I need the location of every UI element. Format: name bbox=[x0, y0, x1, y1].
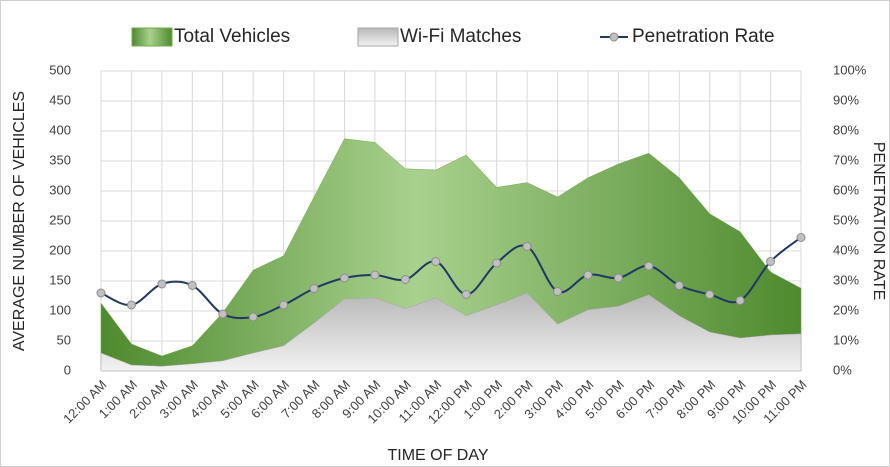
legend-swatch bbox=[131, 27, 173, 47]
point bbox=[157, 279, 167, 289]
point bbox=[796, 233, 806, 242]
y-tick-label: 0 bbox=[64, 362, 71, 377]
legend-label: Wi-Fi Matches bbox=[400, 26, 521, 47]
point bbox=[735, 296, 745, 305]
legend-swatch bbox=[357, 27, 399, 47]
y2-tick-label: 40% bbox=[833, 242, 859, 257]
y-tick-label: 500 bbox=[49, 62, 71, 77]
point bbox=[279, 300, 289, 310]
y-tick-label: 350 bbox=[49, 152, 71, 167]
y-tick-label: 250 bbox=[49, 212, 71, 227]
y2-tick-label: 0% bbox=[833, 362, 852, 377]
point bbox=[492, 258, 502, 268]
y2-axis-title: PENETRATION RATE bbox=[870, 142, 887, 301]
point bbox=[461, 290, 471, 299]
y2-tick-label: 10% bbox=[833, 332, 859, 347]
x-axis-title: TIME OF DAY bbox=[387, 447, 488, 464]
point bbox=[96, 288, 106, 298]
y2-tick-label: 30% bbox=[833, 272, 859, 287]
point bbox=[339, 273, 349, 283]
y-tick-label: 200 bbox=[49, 242, 71, 257]
point bbox=[126, 300, 136, 310]
y2-tick-label: 20% bbox=[833, 302, 859, 317]
point bbox=[583, 270, 593, 280]
point bbox=[309, 284, 319, 293]
y-axis-title: AVERAGE NUMBER OF VEHICLES bbox=[11, 91, 28, 351]
legend-label: Penetration Rate bbox=[632, 26, 775, 47]
point bbox=[522, 242, 532, 251]
point bbox=[766, 257, 776, 266]
point bbox=[400, 275, 410, 284]
y-tick-label: 50 bbox=[57, 332, 71, 347]
point bbox=[613, 273, 623, 283]
point bbox=[644, 261, 654, 271]
y2-tick-label: 90% bbox=[833, 92, 859, 107]
y2-tick-label: 100% bbox=[833, 62, 867, 77]
point bbox=[187, 281, 197, 290]
y-tick-label: 100 bbox=[49, 302, 71, 317]
point bbox=[431, 257, 441, 266]
legend-label: Total Vehicles bbox=[174, 26, 290, 47]
area bbox=[100, 292, 802, 372]
y-tick-label: 400 bbox=[49, 122, 71, 137]
y2-tick-label: 50% bbox=[833, 212, 859, 227]
y2-tick-label: 80% bbox=[833, 122, 859, 137]
point bbox=[370, 270, 380, 280]
y-tick-label: 450 bbox=[49, 92, 71, 107]
y-tick-label: 150 bbox=[49, 272, 71, 287]
legend-marker bbox=[609, 32, 619, 42]
point bbox=[553, 287, 563, 296]
y-tick-label: 300 bbox=[49, 182, 71, 197]
y2-tick-label: 60% bbox=[833, 182, 859, 197]
point bbox=[248, 312, 258, 322]
point bbox=[674, 281, 684, 290]
point bbox=[705, 290, 715, 299]
point bbox=[218, 309, 228, 319]
y2-tick-label: 70% bbox=[833, 152, 859, 167]
